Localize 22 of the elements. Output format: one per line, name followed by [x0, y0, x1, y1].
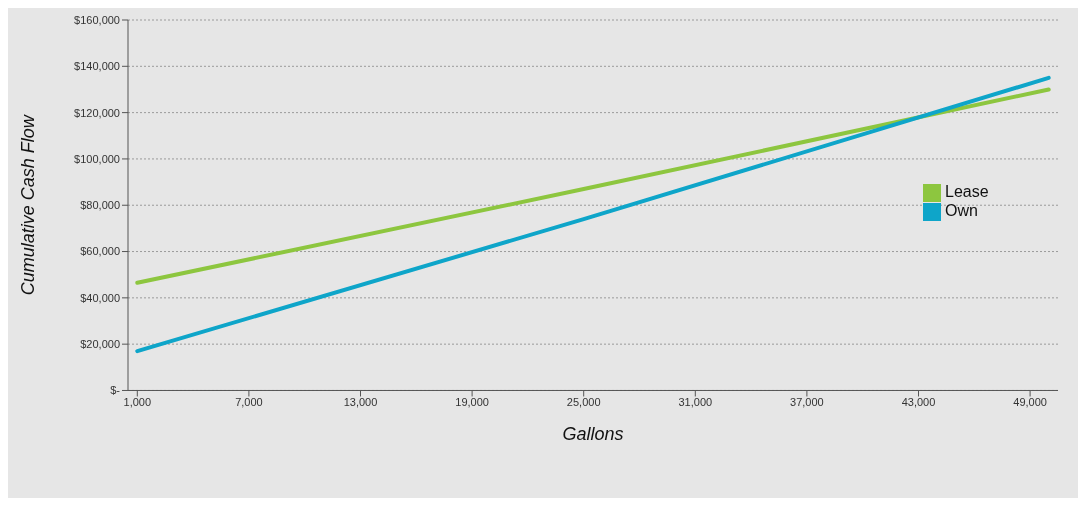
x-axis-title: Gallons [562, 424, 624, 445]
legend-label: Lease [945, 183, 989, 200]
x-tick-label: 1,000 [123, 396, 152, 409]
y-tick-label: $120,000 [74, 106, 120, 119]
y-tick-label: $80,000 [80, 199, 120, 212]
x-tick-label: 49,000 [1013, 396, 1047, 409]
x-tick-label: 13,000 [343, 396, 378, 409]
y-axis-title: Cumulative Cash Flow [18, 114, 39, 296]
y-tick-label: $- [110, 384, 121, 397]
y-tick-label: $140,000 [74, 60, 120, 73]
x-tick-label: 31,000 [678, 396, 713, 409]
x-tick-label: 19,000 [455, 396, 489, 409]
y-tick-label: $40,000 [80, 291, 120, 304]
y-tick-label: $100,000 [74, 152, 120, 165]
x-tick-label: 37,000 [790, 396, 824, 409]
x-tick-label: 25,000 [566, 396, 601, 409]
legend-label: Own [945, 201, 978, 219]
y-tick-label: $160,000 [74, 13, 120, 26]
y-tick-label: $20,000 [80, 338, 120, 351]
x-tick-label: 43,000 [901, 396, 936, 409]
x-tick-label: 7,000 [235, 396, 263, 409]
y-tick-label: $60,000 [80, 245, 120, 258]
